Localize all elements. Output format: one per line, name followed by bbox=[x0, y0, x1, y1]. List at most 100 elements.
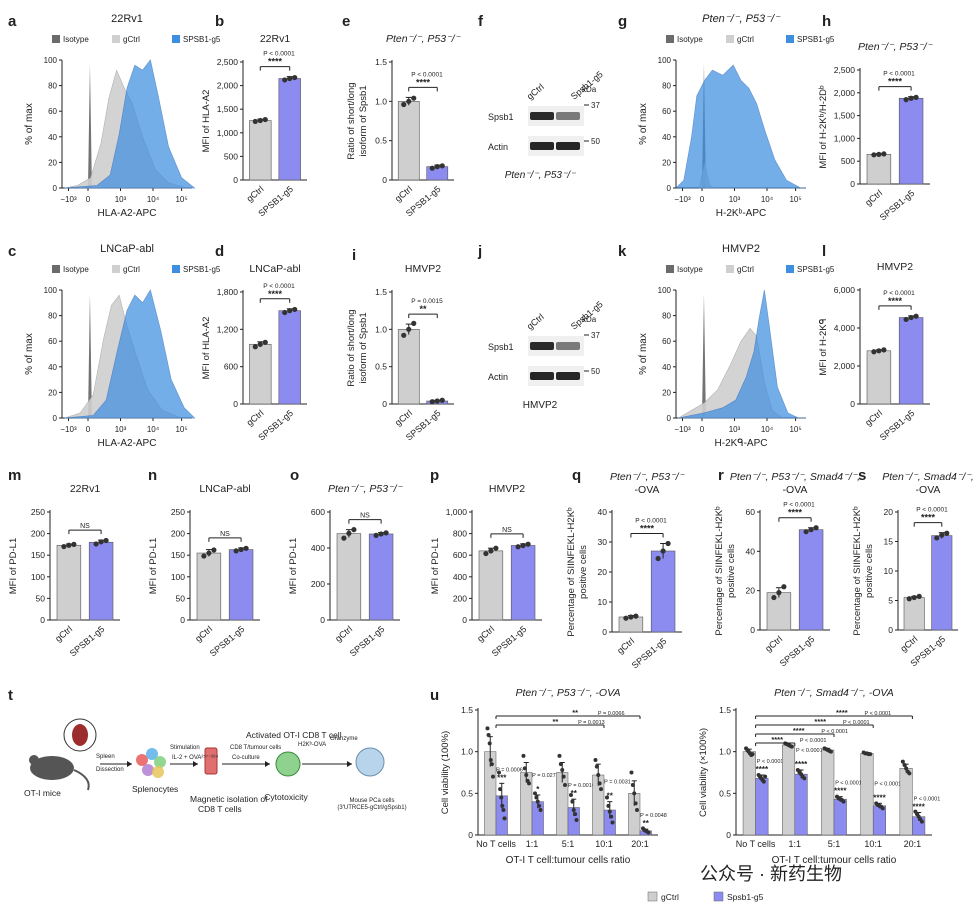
watermark-text: 公众号 · 新药生物 bbox=[700, 864, 842, 884]
x-tick-label: 10⁵ bbox=[175, 425, 187, 434]
data-point bbox=[633, 801, 638, 806]
bar-chart-m: 22Rv1 0 50 100 150 200 250 MFI of PD-L1 gCtrlSPS… bbox=[8, 483, 120, 659]
y-axis-label: isoform of Spsb1 bbox=[358, 85, 369, 156]
legend-swatch-2 bbox=[786, 35, 794, 43]
data-point bbox=[525, 541, 531, 547]
sig-stars: **** bbox=[788, 508, 803, 518]
tumour-cell-icon bbox=[355, 747, 385, 777]
x-tick-label: 10⁵ bbox=[789, 195, 801, 204]
x-tick-label: SPSB1-g5 bbox=[208, 624, 247, 659]
y-tick-label: 0 bbox=[382, 399, 387, 409]
data-point bbox=[916, 593, 922, 599]
data-point bbox=[597, 781, 602, 786]
data-point bbox=[596, 773, 601, 777]
data-point bbox=[906, 596, 912, 602]
y-axis-label: positive cells bbox=[864, 544, 875, 598]
x-tick-label: 10:1 bbox=[864, 839, 882, 849]
data-point bbox=[211, 547, 217, 553]
legend-label-1: gCtrl bbox=[123, 265, 140, 274]
y-tick-label: 80 bbox=[48, 312, 57, 321]
data-point bbox=[574, 818, 579, 822]
bar-chart-d: LNCaP-abl 0 600 1,200 1,800 MFI of HLA-A2 gCtr… bbox=[201, 263, 307, 443]
x-tick-label: SPSB1-g5 bbox=[68, 624, 107, 659]
legend-label-2: SPSB1-g5 bbox=[797, 265, 835, 274]
x-tick-label: 0 bbox=[700, 425, 705, 434]
y-tick-label: 1.0 bbox=[461, 747, 473, 757]
p-value: P < 0.0001 bbox=[883, 290, 915, 297]
data-point bbox=[515, 544, 521, 550]
data-point bbox=[593, 758, 598, 762]
legend-label-1: gCtrl bbox=[737, 35, 754, 44]
data-point bbox=[429, 399, 435, 405]
data-point bbox=[501, 808, 506, 812]
p-value: P < 0.0001 bbox=[411, 71, 443, 78]
splenocyte-icon bbox=[142, 764, 154, 776]
p-value: P < 0.0001 bbox=[843, 720, 870, 726]
y-axis-label: MFI of PD-L1 bbox=[430, 538, 441, 595]
data-point bbox=[557, 753, 562, 758]
data-point bbox=[497, 770, 501, 775]
sig-stars: **** bbox=[268, 289, 283, 299]
flow-panel-c: LNCaP-abl Isotype gCtrl SPSB1-g5 0 20 40 60 80 10… bbox=[24, 243, 221, 449]
data-point bbox=[520, 542, 526, 549]
chart-title: -OVA bbox=[635, 484, 660, 496]
sig-stars: **** bbox=[416, 77, 431, 87]
data-point bbox=[61, 543, 67, 550]
y-tick-label: 0 bbox=[462, 615, 467, 625]
y-tick-label: 0 bbox=[667, 414, 672, 423]
chart-title: LNCaP-abl bbox=[249, 263, 300, 275]
y-tick-label: 0 bbox=[888, 625, 893, 635]
x-tick-label: No T cells bbox=[736, 839, 776, 849]
data-point bbox=[527, 781, 531, 786]
y-tick-label: 0 bbox=[382, 175, 387, 185]
y-tick-label: 100 bbox=[44, 286, 58, 295]
y-tick-label: 200 bbox=[171, 529, 185, 539]
data-point bbox=[498, 787, 503, 792]
schematic-label: Co-culture bbox=[232, 755, 260, 761]
p-value: P = 0.0031 bbox=[604, 780, 631, 786]
data-point bbox=[401, 101, 407, 108]
data-point bbox=[803, 529, 809, 535]
data-point bbox=[252, 344, 258, 350]
bar-gCtrl bbox=[336, 533, 362, 621]
bar-gCtrl bbox=[56, 544, 82, 621]
tube-icon bbox=[204, 747, 218, 775]
bar-SPSB1-g5 bbox=[650, 550, 676, 633]
sig-stars: NS bbox=[220, 531, 230, 538]
chart-title: Pten⁻/⁻, P53⁻/⁻ bbox=[386, 33, 462, 45]
panel-letter-t: t bbox=[8, 687, 13, 704]
bar-gCtrl bbox=[766, 592, 792, 631]
bar-chart-o: Pten⁻/⁻, P53⁻/⁻ 0 200 400 600 MFI of PD-L1 gCt… bbox=[288, 483, 404, 659]
y-tick-label: 0 bbox=[233, 399, 238, 409]
data-point bbox=[599, 787, 603, 792]
bar-chart-l: HMVP2 0 2,000 4,000 6,000 MFI of H-2Kᑫ gCtrlSP… bbox=[818, 261, 930, 443]
y-tick-label: 600 bbox=[453, 550, 467, 560]
bar-gCtrl bbox=[249, 343, 272, 405]
x-tick-label: gCtrl bbox=[333, 624, 354, 644]
bar-SPSB1-g5 bbox=[798, 529, 824, 631]
data-point bbox=[881, 151, 887, 157]
chart-title: Pten⁻/⁻, Smad4⁻/⁻, -OVA bbox=[774, 687, 894, 699]
flow-title: LNCaP-abl bbox=[100, 243, 154, 255]
data-point bbox=[750, 752, 755, 757]
y-tick-label: 1.5 bbox=[461, 705, 473, 715]
chart-title: HMVP2 bbox=[489, 483, 525, 495]
data-point bbox=[907, 771, 912, 776]
p-value: P < 0.0001 bbox=[796, 748, 823, 754]
y-tick-label: 0.5 bbox=[719, 788, 731, 798]
data-point bbox=[761, 779, 766, 784]
y-tick-label: 150 bbox=[171, 550, 185, 560]
data-point bbox=[808, 527, 814, 533]
data-point bbox=[665, 540, 671, 547]
y-axis-label: MFI of HLA-A2 bbox=[201, 90, 212, 153]
bar-chart-e: Pten⁻/⁻, P53⁻/⁻ 0 0.5 1.0 1.5 Ratio of short/… bbox=[346, 33, 462, 219]
y-tick-label: 1,500 bbox=[834, 111, 856, 121]
data-point bbox=[257, 117, 263, 124]
blot-caption: Pten⁻/⁻, P53⁻/⁻ bbox=[505, 170, 576, 181]
y-tick-label: 0 bbox=[53, 184, 58, 193]
y-axis-label: MFI of PD-L1 bbox=[288, 538, 299, 595]
schematic-label: Splenocytes bbox=[132, 784, 178, 794]
p-value: P = 0.0048 bbox=[640, 813, 667, 819]
bar-Spsb1-g5 bbox=[794, 773, 808, 836]
mouse-icon bbox=[30, 756, 74, 780]
